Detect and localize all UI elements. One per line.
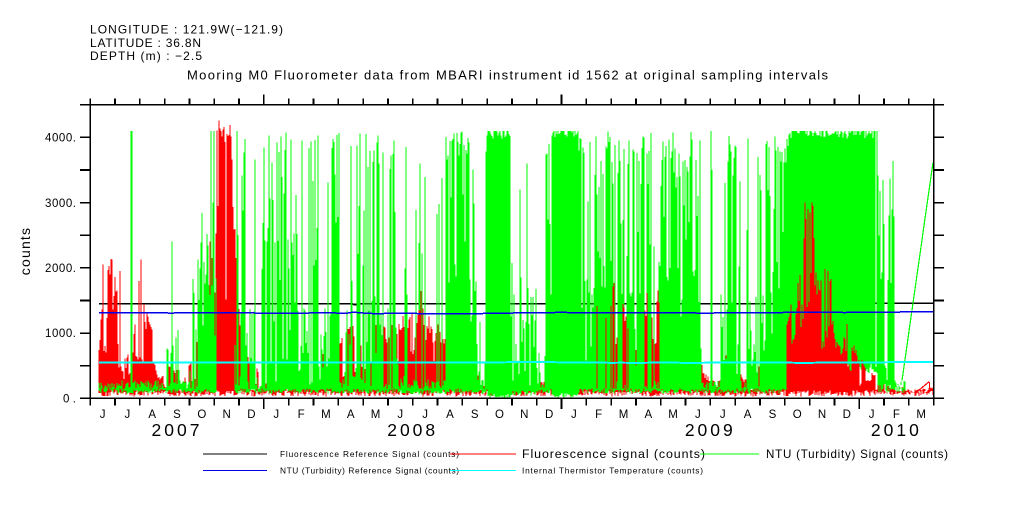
svg-text:LONGITUDE : 121.9W(−121.9): LONGITUDE : 121.9W(−121.9): [90, 22, 283, 36]
svg-text:F: F: [298, 409, 305, 421]
svg-text:Internal Thermistor Temperatur: Internal Thermistor Temperature (counts): [522, 466, 703, 476]
svg-text:F: F: [595, 409, 602, 421]
svg-text:2009: 2009: [685, 420, 736, 440]
svg-text:M: M: [916, 409, 926, 421]
svg-text:J: J: [273, 409, 279, 421]
svg-text:D: D: [247, 409, 255, 421]
svg-text:4000.: 4000.: [45, 133, 76, 145]
svg-text:3000.: 3000.: [45, 198, 76, 210]
svg-text:N: N: [222, 409, 230, 421]
svg-text:1000.: 1000.: [45, 328, 76, 340]
svg-text:NTU (Turbidity) Signal (counts: NTU (Turbidity) Signal (counts): [766, 448, 948, 461]
svg-text:A: A: [347, 409, 355, 421]
svg-text:2010: 2010: [871, 420, 922, 440]
svg-text:F: F: [893, 409, 900, 421]
svg-text:D: D: [545, 409, 553, 421]
svg-text:A: A: [148, 409, 156, 421]
svg-text:S: S: [173, 409, 181, 421]
svg-text:NTU (Turbidity) Reference Sign: NTU (Turbidity) Reference Signal (counts…: [280, 466, 459, 476]
svg-text:J: J: [720, 409, 726, 421]
svg-text:2000.: 2000.: [45, 263, 76, 275]
svg-text:S: S: [471, 409, 479, 421]
svg-text:O: O: [793, 409, 802, 421]
svg-text:N: N: [818, 409, 826, 421]
svg-text:M: M: [619, 409, 629, 421]
svg-text:M: M: [371, 409, 381, 421]
svg-text:counts: counts: [17, 227, 33, 275]
svg-text:Fluorescence Reference Signal: Fluorescence Reference Signal (counts): [280, 449, 459, 459]
svg-text:A: A: [644, 409, 652, 421]
svg-text:LATITUDE : 36.8N: LATITUDE : 36.8N: [90, 36, 201, 50]
svg-text:J: J: [125, 409, 131, 421]
svg-text:J: J: [100, 409, 106, 421]
svg-text:O: O: [197, 409, 206, 421]
svg-text:A: A: [744, 409, 752, 421]
svg-text:J: J: [571, 409, 577, 421]
svg-text:N: N: [520, 409, 528, 421]
svg-text:S: S: [769, 409, 777, 421]
svg-text:M: M: [668, 409, 678, 421]
svg-text:2008: 2008: [387, 420, 438, 440]
svg-text:J: J: [397, 409, 403, 421]
svg-text:J: J: [695, 409, 701, 421]
svg-text:J: J: [422, 409, 428, 421]
svg-text:M: M: [321, 409, 331, 421]
svg-text:J: J: [869, 409, 875, 421]
svg-text:Mooring M0 Fluorometer data fr: Mooring M0 Fluorometer data from MBARI i…: [187, 67, 829, 82]
svg-text:D: D: [843, 409, 851, 421]
svg-text:DEPTH (m) : −2.5: DEPTH (m) : −2.5: [90, 49, 202, 63]
svg-text:2007: 2007: [152, 420, 203, 440]
svg-text:Fluorescence signal (counts): Fluorescence signal (counts): [522, 447, 705, 461]
svg-text:A: A: [446, 409, 454, 421]
svg-text:O: O: [495, 409, 504, 421]
